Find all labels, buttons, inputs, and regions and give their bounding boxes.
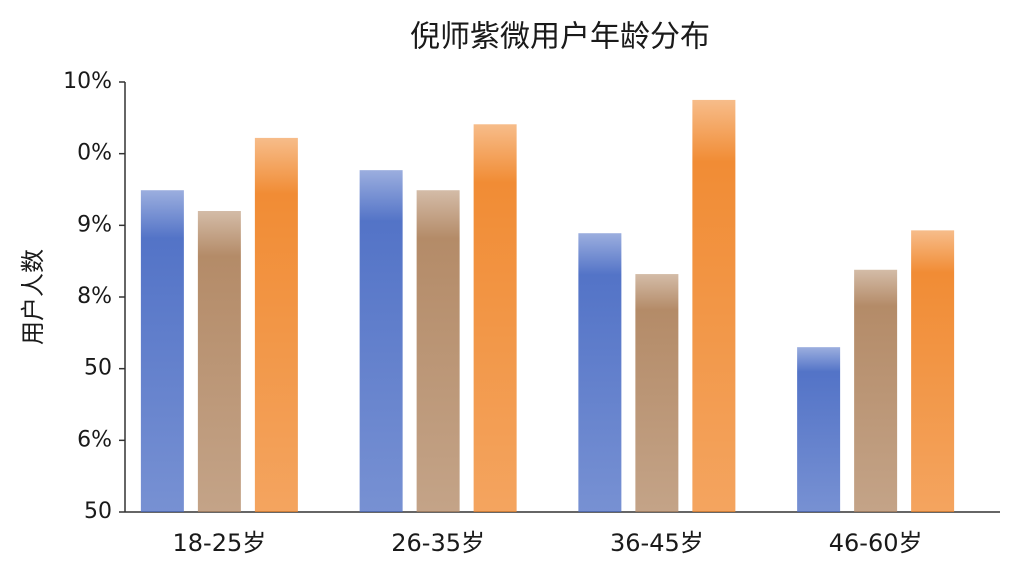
x-tick-label: 36-45岁 [610,529,704,557]
y-axis-label: 用户人数 [19,249,47,345]
bar [797,347,841,512]
bar [254,137,298,512]
bar [473,124,517,513]
y-tick-label: 6% [77,427,112,452]
chart-title: 倪师紫微用户年龄分布 [410,20,710,55]
y-tick-label: 50 [84,356,112,381]
bar [416,190,460,512]
bar [359,170,403,512]
y-tick-label: 9% [77,212,112,237]
x-tick-label: 18-25岁 [173,529,267,557]
x-tick-label: 26-35岁 [391,529,485,557]
bar [197,211,241,512]
bar [692,99,736,513]
bar [854,269,898,512]
y-tick-label: 8% [77,284,112,309]
x-tick-label: 46-60岁 [829,529,923,557]
y-tick-label: 50 [84,499,112,524]
bar [911,230,955,512]
y-tick-label: 0% [77,141,112,166]
bar [140,190,184,512]
bar [635,274,679,512]
bar [578,233,622,512]
y-tick-label: 10% [63,69,112,94]
